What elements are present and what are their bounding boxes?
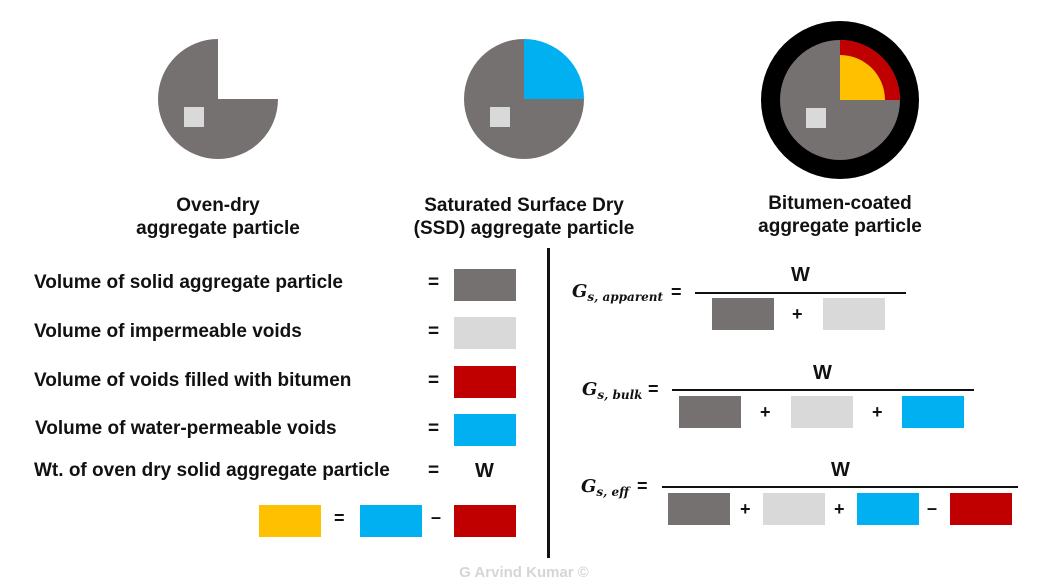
gs-eff-equals: = — [637, 476, 648, 496]
gs-apparent-equals: = — [671, 282, 682, 302]
relation-equals: = — [334, 508, 345, 528]
swatch-impermeable — [791, 396, 853, 428]
swatch-bitumen — [950, 493, 1012, 525]
swatch-absorbed-bitumen — [259, 505, 321, 537]
legend-equals: = — [428, 321, 440, 342]
oven-dry-particle-icon — [158, 39, 278, 159]
impermeable-void — [184, 107, 204, 127]
relation-minus: – — [431, 507, 442, 527]
legend-equals: = — [428, 418, 440, 439]
swatch-impermeable — [823, 298, 885, 330]
swatch-water-permeable — [857, 493, 919, 525]
gs-apparent-label: Gs, apparent — [572, 281, 664, 304]
gs-bulk-numerator: W — [813, 362, 832, 384]
swatch-bitumen — [454, 366, 516, 398]
particle-caption-oven-dry: Oven-dry aggregate particle — [136, 195, 300, 239]
swatch-water-permeable — [902, 396, 964, 428]
gs-apparent-fraction-bar — [695, 292, 906, 294]
absorbed-bitumen-void — [840, 55, 885, 100]
operator-plus: + — [872, 402, 883, 422]
operator-plus: + — [760, 402, 771, 422]
swatch-solid — [679, 396, 741, 428]
operator-plus: + — [834, 499, 845, 519]
impermeable-void — [490, 107, 510, 127]
legend-equals: = — [428, 370, 440, 391]
gs-bulk-fraction-bar — [672, 389, 974, 391]
gs-apparent-numerator: W — [791, 264, 810, 286]
swatch-impermeable — [454, 317, 516, 349]
legend-label-weight: Wt. of oven dry solid aggregate particle — [34, 460, 390, 481]
swatch-impermeable — [763, 493, 825, 525]
swatch-solid — [668, 493, 730, 525]
swatch-water-permeable — [360, 505, 422, 537]
author-credit: G Arvind Kumar © — [459, 564, 589, 581]
swatch-solid — [712, 298, 774, 330]
gs-bulk-label: Gs, bulk — [582, 379, 643, 402]
weight-symbol: W — [475, 460, 494, 482]
particle-caption-ssd: Saturated Surface Dry (SSD) aggregate pa… — [413, 195, 635, 239]
bitumen-coated-particle-icon — [761, 21, 919, 179]
legend-label-solid: Volume of solid aggregate particle — [34, 272, 343, 293]
legend-label-impermeable: Volume of impermeable voids — [34, 321, 302, 342]
operator-plus: + — [740, 499, 751, 519]
ssd-particle-icon — [464, 39, 584, 159]
particle-caption-bitumen-coated: Bitumen-coated aggregate particle — [758, 193, 922, 237]
water-permeable-void — [524, 39, 584, 99]
legend-equals: = — [428, 272, 440, 293]
legend-equals: = — [428, 460, 440, 481]
gs-eff-label: Gs, eff — [581, 476, 630, 499]
gs-eff-fraction-bar — [662, 486, 1018, 488]
operator-minus: – — [927, 498, 938, 518]
swatch-solid — [454, 269, 516, 301]
impermeable-void — [806, 108, 826, 128]
legend-label-bitumen: Volume of voids filled with bitumen — [34, 370, 352, 391]
vertical-divider — [547, 248, 550, 558]
swatch-water-permeable — [454, 414, 516, 446]
gs-bulk-equals: = — [648, 379, 659, 399]
operator-plus: + — [792, 304, 803, 324]
swatch-bitumen — [454, 505, 516, 537]
legend-label-water-permeable: Volume of water-permeable voids — [35, 418, 337, 439]
gs-eff-numerator: W — [831, 459, 850, 481]
